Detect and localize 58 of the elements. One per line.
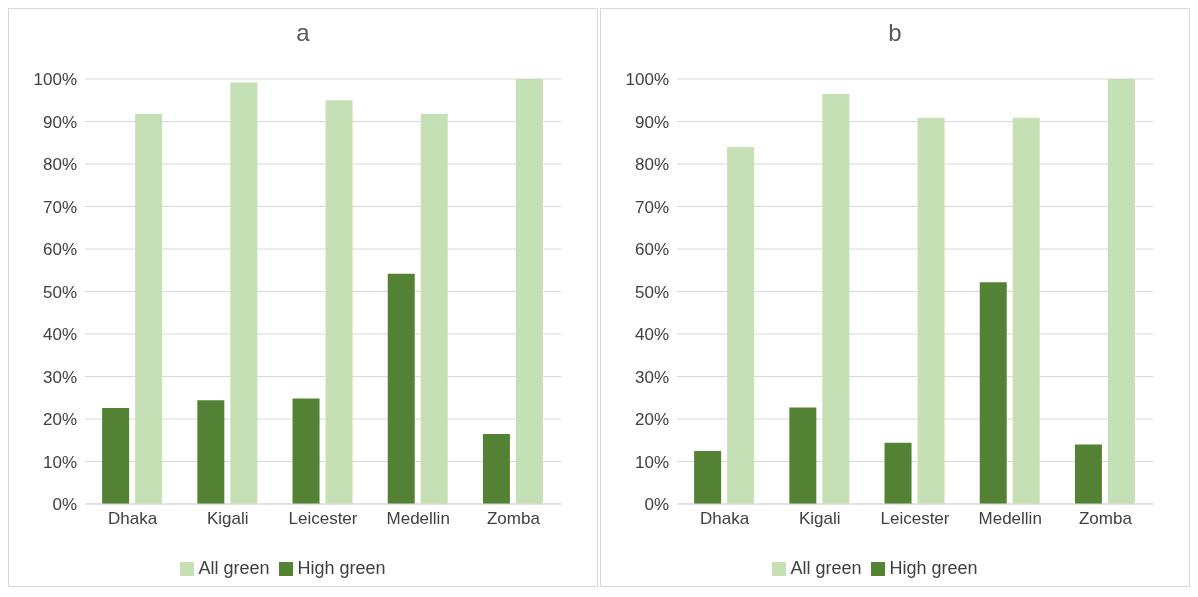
x-tick-label: Dhaka	[108, 509, 158, 529]
legend-label: High green	[889, 558, 978, 578]
y-tick-label: 20%	[634, 410, 669, 430]
y-tick-label: 60%	[42, 240, 77, 260]
y-tick-label: 70%	[42, 197, 77, 217]
y-tick-label: 100%	[625, 70, 669, 90]
bar	[727, 147, 755, 504]
bar	[515, 79, 543, 504]
bar	[884, 442, 912, 504]
x-tick-label: Dhaka	[700, 509, 750, 529]
bar	[694, 450, 722, 504]
bar	[482, 433, 510, 504]
legend-label: All green	[198, 558, 270, 578]
y-tick-label: 70%	[634, 197, 669, 217]
chart-title: a	[295, 18, 311, 48]
bar	[979, 282, 1007, 504]
x-tick-label: Zomba	[1078, 509, 1133, 529]
bar	[230, 82, 258, 504]
bar	[789, 407, 817, 504]
bar	[135, 113, 163, 504]
bar	[917, 117, 945, 504]
x-tick-label: Kigali	[799, 509, 841, 529]
bar	[292, 398, 320, 504]
bar	[197, 400, 225, 504]
x-tick-label: Leicester	[288, 509, 358, 529]
y-tick-label: 80%	[634, 155, 669, 175]
bar	[1107, 79, 1135, 504]
y-tick-label: 90%	[42, 112, 77, 132]
bar	[420, 113, 448, 504]
y-tick-label: 80%	[42, 155, 77, 175]
y-tick-label: 40%	[634, 325, 669, 345]
y-tick-label: 60%	[634, 240, 669, 260]
x-tick-label: Leicester	[880, 509, 950, 529]
y-tick-label: 0%	[52, 495, 77, 515]
y-tick-label: 30%	[634, 367, 669, 387]
x-tick-label: Zomba	[486, 509, 541, 529]
x-tick-label: Medellin	[978, 509, 1042, 529]
legend-label: All green	[790, 558, 862, 578]
y-tick-label: 40%	[42, 325, 77, 345]
bar	[102, 407, 130, 504]
y-tick-label: 50%	[634, 282, 669, 302]
chart-title: b	[887, 18, 903, 48]
y-tick-label: 90%	[634, 112, 669, 132]
y-tick-label: 50%	[42, 282, 77, 302]
y-tick-label: 100%	[33, 70, 77, 90]
bar	[1012, 117, 1040, 504]
x-tick-label: Medellin	[386, 509, 450, 529]
y-tick-label: 10%	[634, 452, 669, 472]
x-tick-label: Kigali	[207, 509, 249, 529]
legend-label: High green	[297, 558, 386, 578]
bar	[822, 93, 850, 504]
bar	[1074, 444, 1102, 504]
y-tick-label: 30%	[42, 367, 77, 387]
y-tick-label: 10%	[42, 452, 77, 472]
bar	[325, 100, 353, 504]
y-tick-label: 20%	[42, 410, 77, 430]
y-tick-label: 0%	[644, 495, 669, 515]
bar	[387, 273, 415, 504]
